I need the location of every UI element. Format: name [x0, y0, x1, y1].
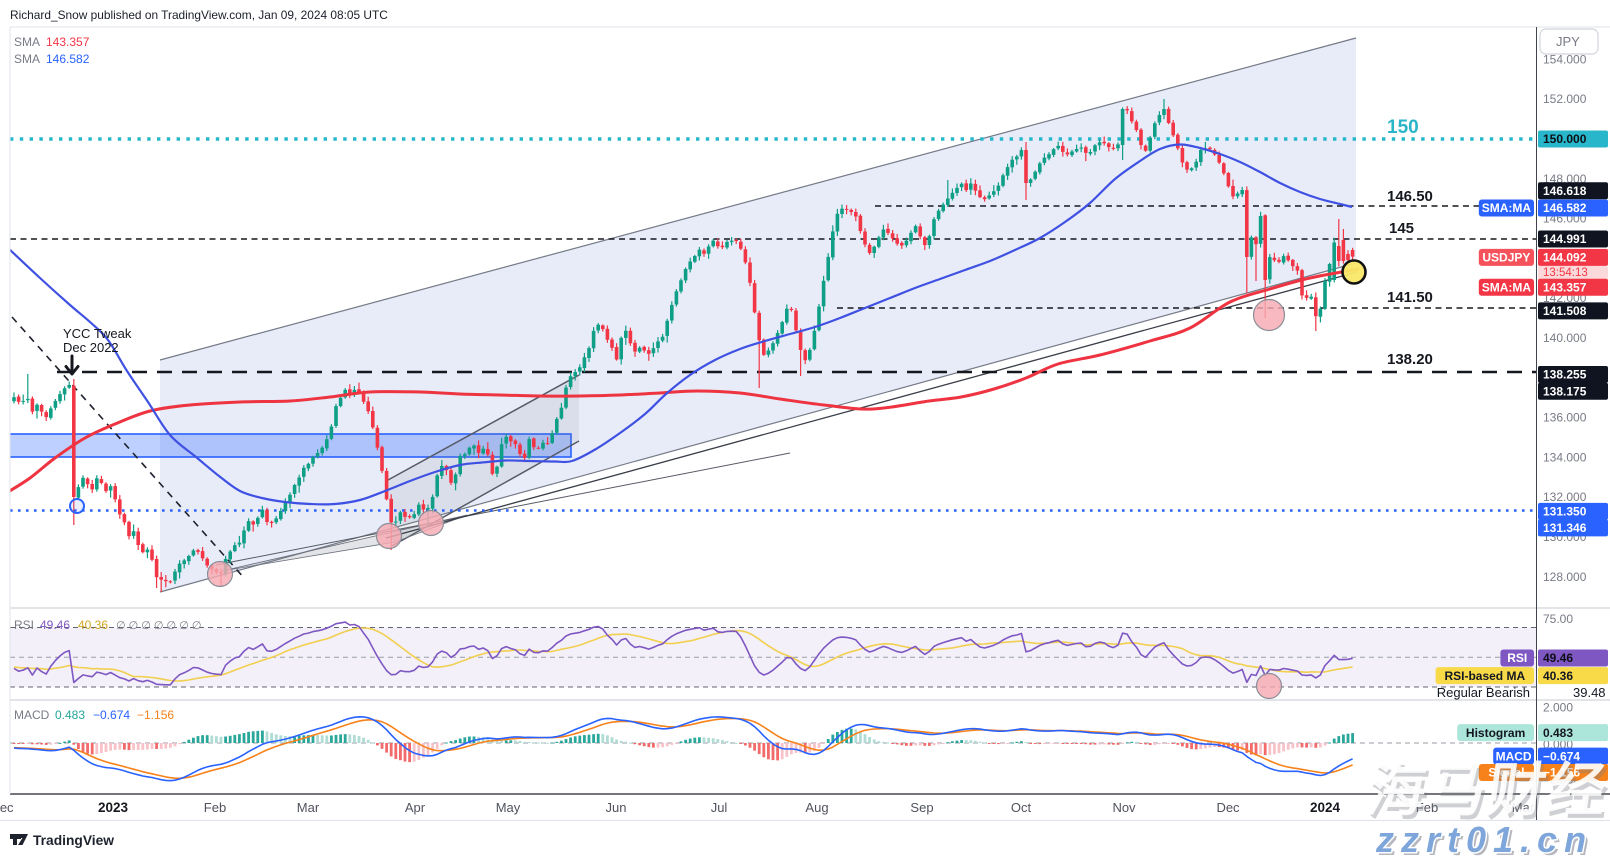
svg-text:141.50: 141.50	[1387, 289, 1433, 306]
svg-text:Dec: Dec	[0, 800, 14, 815]
svg-text:146.50: 146.50	[1387, 188, 1433, 205]
svg-text:−1.156: −1.156	[1543, 766, 1580, 780]
svg-text:JPY: JPY	[1556, 34, 1580, 49]
svg-text:131.350: 131.350	[1543, 505, 1587, 519]
svg-text:146.582: 146.582	[1543, 201, 1587, 215]
svg-text:Apr: Apr	[405, 800, 426, 815]
svg-text:MACD: MACD	[1496, 749, 1532, 763]
svg-text:−0.674: −0.674	[1543, 749, 1580, 763]
svg-text:海马财经: 海马财经	[1366, 762, 1610, 827]
svg-text:150: 150	[1387, 117, 1419, 138]
svg-text:Regular Bearish: Regular Bearish	[1437, 685, 1530, 700]
svg-text:146.618: 146.618	[1543, 184, 1587, 198]
svg-text:2024: 2024	[1310, 800, 1341, 815]
svg-text:SMA:MA: SMA:MA	[1482, 281, 1532, 295]
svg-text:Mar: Mar	[1512, 800, 1535, 815]
svg-text:zzrt01.cn: zzrt01.cn	[1375, 819, 1593, 857]
svg-text:134.000: 134.000	[1543, 450, 1587, 464]
svg-text:143.357: 143.357	[1543, 281, 1587, 295]
svg-text:0.483: 0.483	[55, 708, 85, 722]
svg-text:MACD: MACD	[14, 708, 50, 722]
svg-text:RSI: RSI	[1507, 651, 1527, 665]
svg-text:131.346: 131.346	[1543, 521, 1587, 535]
svg-text:39.48: 39.48	[1573, 685, 1606, 700]
svg-text:−1.156: −1.156	[137, 708, 174, 722]
svg-text:138.175: 138.175	[1543, 385, 1587, 399]
svg-text:YCC Tweak: YCC Tweak	[63, 326, 132, 341]
svg-text:144.991: 144.991	[1543, 232, 1587, 246]
svg-text:Dec: Dec	[1216, 800, 1240, 815]
svg-text:RSI-based MA: RSI-based MA	[1444, 669, 1525, 683]
svg-text:132.000: 132.000	[1543, 490, 1587, 504]
svg-text:SMA: SMA	[14, 35, 40, 49]
svg-text:Feb: Feb	[1416, 800, 1438, 815]
svg-text:Mar: Mar	[297, 800, 320, 815]
svg-text:154.000: 154.000	[1543, 52, 1587, 66]
svg-text:140.000: 140.000	[1543, 331, 1587, 345]
svg-text:−0.674: −0.674	[93, 708, 130, 722]
svg-text:2.000: 2.000	[1543, 701, 1573, 715]
svg-text:TradingView: TradingView	[33, 833, 114, 848]
svg-text:RSI: RSI	[14, 618, 34, 632]
svg-text:Dec 2022: Dec 2022	[63, 340, 119, 355]
svg-text:146.582: 146.582	[46, 52, 90, 66]
svg-text:Signal: Signal	[1488, 766, 1524, 780]
svg-text:40.36: 40.36	[1543, 669, 1573, 683]
svg-text:Nov: Nov	[1112, 800, 1136, 815]
svg-text:49.46: 49.46	[1543, 651, 1573, 665]
svg-text:75.00: 75.00	[1543, 612, 1573, 626]
svg-text:zzrt01.cn: zzrt01.cn	[1375, 819, 1593, 857]
svg-text:Sep: Sep	[910, 800, 933, 815]
svg-text:40.36: 40.36	[78, 618, 108, 632]
svg-text:49.46: 49.46	[40, 618, 70, 632]
svg-text:Histogram: Histogram	[1466, 726, 1525, 740]
svg-text:SMA:MA: SMA:MA	[1482, 201, 1532, 215]
svg-text:136.000: 136.000	[1543, 411, 1587, 425]
svg-text:150.000: 150.000	[1543, 132, 1587, 146]
svg-text:SMA: SMA	[14, 52, 40, 66]
svg-text:∅ ∅ ∅ ∅ ∅ ∅ ∅: ∅ ∅ ∅ ∅ ∅ ∅ ∅	[116, 620, 201, 632]
svg-text:Jun: Jun	[606, 800, 627, 815]
svg-text:13:54:13: 13:54:13	[1543, 267, 1588, 279]
svg-text:Feb: Feb	[204, 800, 226, 815]
svg-text:USDJPY: USDJPY	[1482, 251, 1530, 265]
svg-text:Aug: Aug	[805, 800, 828, 815]
svg-text:Richard_Snow published on Trad: Richard_Snow published on TradingView.co…	[10, 8, 388, 22]
svg-text:Jul: Jul	[711, 800, 728, 815]
svg-text:144.092: 144.092	[1543, 251, 1587, 265]
svg-text:2023: 2023	[98, 800, 129, 815]
svg-text:141.508: 141.508	[1543, 304, 1587, 318]
svg-text:海马财经: 海马财经	[1363, 758, 1610, 823]
svg-text:143.357: 143.357	[46, 35, 90, 49]
svg-text:145: 145	[1389, 220, 1414, 237]
svg-text:0.483: 0.483	[1543, 726, 1573, 740]
svg-text:138.255: 138.255	[1543, 368, 1587, 382]
svg-text:128.000: 128.000	[1543, 570, 1587, 584]
svg-text:152.000: 152.000	[1543, 92, 1587, 106]
svg-text:138.20: 138.20	[1387, 351, 1433, 368]
svg-text:Oct: Oct	[1011, 800, 1032, 815]
svg-text:zzrt01.cn: zzrt01.cn	[1378, 822, 1596, 857]
svg-text:May: May	[496, 800, 521, 815]
